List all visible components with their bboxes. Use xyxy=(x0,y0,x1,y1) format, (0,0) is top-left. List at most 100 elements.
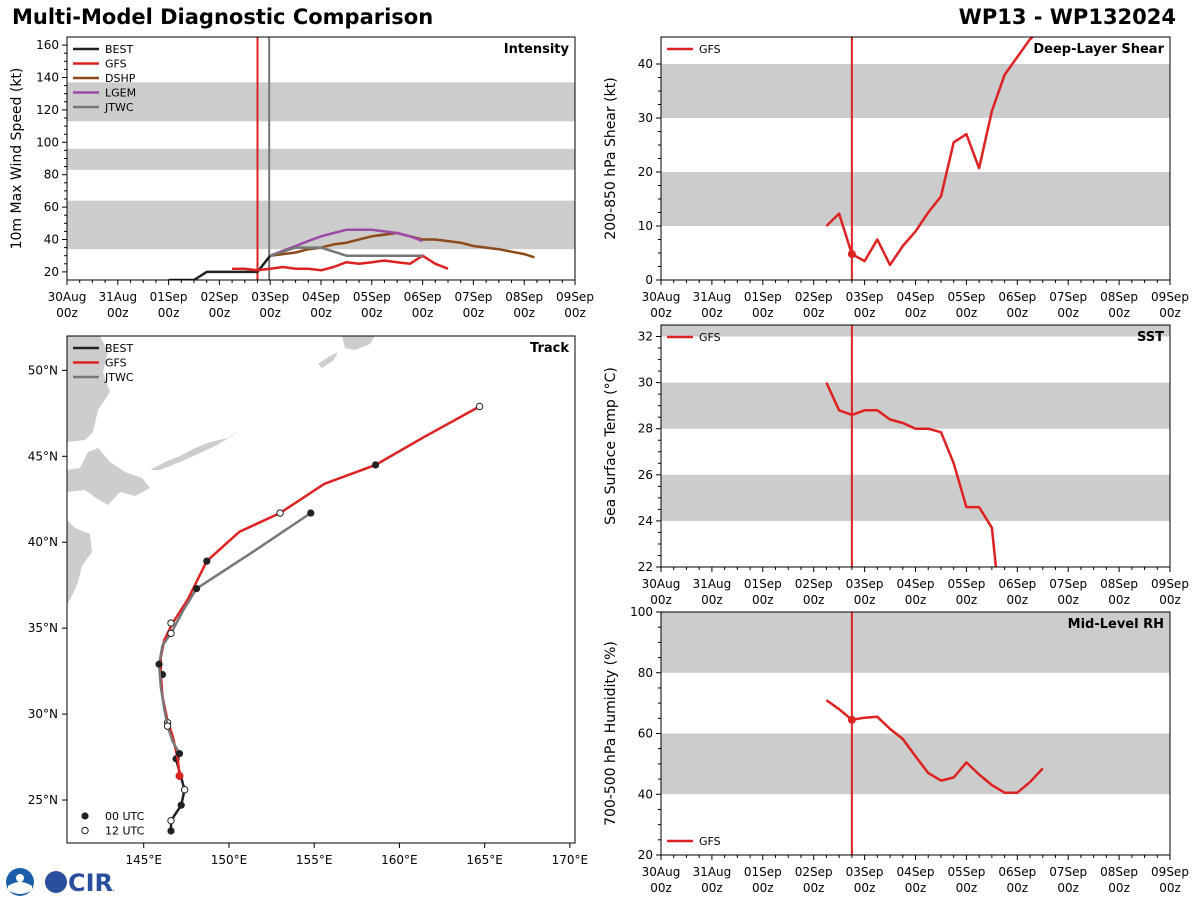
legend-label: GFS xyxy=(699,835,721,848)
x-tick-label: 05Sep xyxy=(947,290,985,304)
legend-marker xyxy=(81,826,89,835)
series-gfs xyxy=(825,699,1044,794)
y-tick-label: 35°N xyxy=(28,621,58,635)
x-tick-hour: 00z xyxy=(412,306,434,320)
plot-frame xyxy=(660,324,1171,568)
x-tick-label: 08Sep xyxy=(1100,577,1138,591)
x-tick-hour: 00z xyxy=(803,881,825,895)
y-tick-label: 20 xyxy=(44,265,59,279)
y-tick-label: 30°N xyxy=(28,707,58,721)
y-axis-label: 700-500 hPa Humidity (%) xyxy=(603,641,619,826)
chart-rh: 30Aug 00z 31Aug 00z 01Sep 00z 02Sep 00z 03Sep 00z… xyxy=(603,605,1189,895)
x-tick-hour: 00z xyxy=(513,306,535,320)
chart-sst: 30Aug 00z 31Aug 00z 01Sep 00z 02Sep 00z 03Sep 00z… xyxy=(603,324,1189,607)
y-tick-label: 60 xyxy=(44,200,59,214)
chart-title: SST xyxy=(1137,330,1164,345)
x-tick-label: 09Sep xyxy=(1151,577,1189,591)
globe-icon xyxy=(45,871,67,893)
x-tick-label: 31Aug xyxy=(693,577,732,591)
legend-label: GFS xyxy=(699,43,721,56)
x-tick-hour: 00z xyxy=(1007,593,1029,607)
y-tick-label: 80 xyxy=(44,168,59,182)
x-tick-hour: 00z xyxy=(752,306,774,320)
series-gfs xyxy=(825,382,998,567)
shaded-band xyxy=(661,382,1170,429)
y-axis-label: Sea Surface Temp (°C) xyxy=(603,367,619,525)
point-00utc xyxy=(155,660,163,668)
x-tick-hour: 00z xyxy=(56,306,78,320)
y-tick-label: 0 xyxy=(645,273,653,287)
y-tick-label: 40 xyxy=(44,233,59,247)
x-tick-hour: 00z xyxy=(1057,881,1079,895)
point-00utc xyxy=(175,750,184,758)
x-tick-label: 04Sep xyxy=(302,290,340,304)
y-tick-label: 100 xyxy=(630,605,653,619)
shaded-band xyxy=(661,325,1170,337)
y-tick-label: 80 xyxy=(638,666,653,680)
x-tick-label: 03Sep xyxy=(846,290,884,304)
y-tick-label: 40 xyxy=(638,787,653,801)
shaded-band xyxy=(661,172,1170,226)
marker-current xyxy=(847,250,856,259)
x-tick-hour: 00z xyxy=(1007,881,1029,895)
x-tick-label: 04Sep xyxy=(897,290,935,304)
x-tick-label: 07Sep xyxy=(1049,865,1087,879)
point-00utc xyxy=(307,509,315,517)
point-12utc xyxy=(475,402,484,411)
y-tick-label: 28 xyxy=(638,422,653,436)
x-tick-hour: 00z xyxy=(803,306,825,320)
x-tick-hour: 00z xyxy=(905,881,927,895)
shaded-band xyxy=(67,82,575,122)
chart-title: Track xyxy=(530,341,569,356)
x-tick-hour: 00z xyxy=(361,306,383,320)
x-tick-label: 04Sep xyxy=(897,865,935,879)
x-tick-label: 03Sep xyxy=(251,290,289,304)
y-tick-label: 40 xyxy=(638,57,653,71)
x-tick-hour: 00z xyxy=(701,593,723,607)
legend-marker xyxy=(81,812,89,820)
x-tick-label: 30Aug xyxy=(48,290,87,304)
plot-frame xyxy=(660,36,1171,281)
x-tick-label: 09Sep xyxy=(1151,290,1189,304)
x-tick-label: 07Sep xyxy=(1049,290,1087,304)
y-tick-label: 32 xyxy=(638,330,653,344)
y-tick-label: 100 xyxy=(36,135,59,149)
x-tick-label: 06Sep xyxy=(998,865,1036,879)
legend-label: GFS xyxy=(105,357,127,370)
x-tick-label: 01Sep xyxy=(744,577,782,591)
x-tick-label: 08Sep xyxy=(505,290,543,304)
legend-label: 12 UTC xyxy=(105,825,145,838)
x-tick-hour: 00z xyxy=(1159,306,1181,320)
y-tick-label: 30 xyxy=(638,111,653,125)
x-tick-label: 07Sep xyxy=(1049,577,1087,591)
x-tick-label: 03Sep xyxy=(846,577,884,591)
x-tick-label: 155°E xyxy=(296,853,333,867)
point-12utc xyxy=(167,619,175,627)
x-tick-label: 09Sep xyxy=(556,290,594,304)
x-tick-hour: 00z xyxy=(752,593,774,607)
x-tick-hour: 00z xyxy=(956,881,978,895)
y-tick-label: 40°N xyxy=(28,535,58,549)
x-tick-label: 160°E xyxy=(381,853,418,867)
legend-label: JTWC xyxy=(104,101,134,114)
x-tick-hour: 00z xyxy=(650,306,672,320)
y-tick-label: 25°N xyxy=(28,793,58,807)
chart-title: Intensity xyxy=(504,42,570,57)
y-tick-label: 160 xyxy=(36,38,59,52)
x-tick-hour: 00z xyxy=(463,306,485,320)
x-tick-label: 08Sep xyxy=(1100,290,1138,304)
y-tick-label: 22 xyxy=(638,560,653,574)
x-tick-hour: 00z xyxy=(1159,593,1181,607)
x-tick-hour: 00z xyxy=(1108,593,1130,607)
series-lgem xyxy=(269,228,424,257)
x-tick-label: 30Aug xyxy=(642,865,681,879)
x-tick-hour: 00z xyxy=(1108,881,1130,895)
x-tick-label: 145°E xyxy=(125,853,162,867)
x-tick-label: 31Aug xyxy=(98,290,137,304)
x-tick-hour: 00z xyxy=(803,593,825,607)
series-gfs xyxy=(159,405,481,777)
x-tick-hour: 00z xyxy=(1108,306,1130,320)
series-jtwc xyxy=(269,246,423,257)
y-axis-label: 10m Max Wind Speed (kt) xyxy=(9,68,25,250)
legend-label: JTWC xyxy=(104,371,134,384)
